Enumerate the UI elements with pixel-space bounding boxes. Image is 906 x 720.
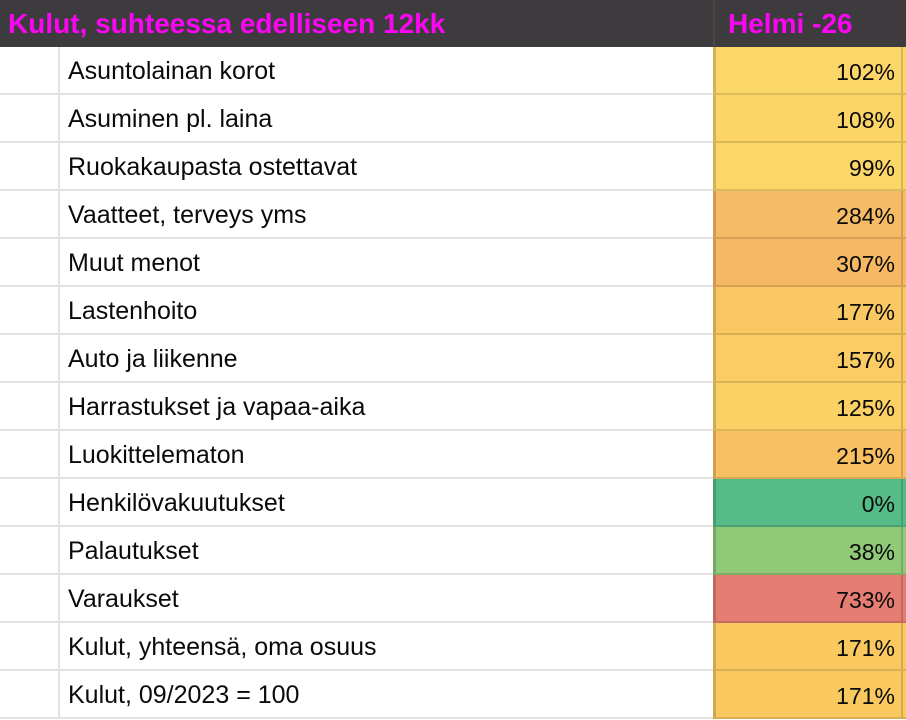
- table-body: Asuntolainan korot 102% Asuminen pl. lai…: [0, 47, 906, 719]
- table-header-row: Kulut, suhteessa edelliseen 12kk Helmi -…: [0, 0, 906, 47]
- row-value-cell[interactable]: 157%: [713, 335, 906, 383]
- row-header-cell[interactable]: [0, 143, 60, 191]
- row-label: Kulut, yhteensä, oma osuus: [68, 633, 377, 661]
- table-row: Palautukset 38%: [0, 527, 906, 575]
- table-row: Muut menot 307%: [0, 239, 906, 287]
- row-value-cell[interactable]: 171%: [713, 671, 906, 719]
- row-value-cell[interactable]: 733%: [713, 575, 906, 623]
- row-value: 171%: [836, 683, 895, 709]
- row-value: 307%: [836, 251, 895, 277]
- row-label: Kulut, 09/2023 = 100: [68, 681, 300, 709]
- row-value: 0%: [861, 491, 895, 517]
- row-header-cell[interactable]: [0, 335, 60, 383]
- table-title-cell[interactable]: Kulut, suhteessa edelliseen 12kk: [8, 7, 446, 39]
- category-label-cell[interactable]: Lastenhoito: [60, 287, 713, 335]
- category-label-cell[interactable]: Auto ja liikenne: [60, 335, 713, 383]
- row-value-cell[interactable]: 171%: [713, 623, 906, 671]
- row-value-cell[interactable]: 102%: [713, 47, 906, 95]
- table-row: Vaatteet, terveys yms 284%: [0, 191, 906, 239]
- category-label-cell[interactable]: Harrastukset ja vapaa-aika: [60, 383, 713, 431]
- row-label: Harrastukset ja vapaa-aika: [68, 393, 366, 421]
- row-value: 284%: [836, 203, 895, 229]
- row-value-cell[interactable]: 125%: [713, 383, 906, 431]
- row-header-cell[interactable]: [0, 95, 60, 143]
- category-label-cell[interactable]: Henkilövakuutukset: [60, 479, 713, 527]
- row-header-cell[interactable]: [0, 623, 60, 671]
- category-label-cell[interactable]: Palautukset: [60, 527, 713, 575]
- row-value-cell[interactable]: 177%: [713, 287, 906, 335]
- row-value: 38%: [848, 539, 895, 565]
- row-label: Muut menot: [68, 249, 201, 277]
- row-value: 733%: [836, 587, 895, 613]
- category-label-cell[interactable]: Asuminen pl. laina: [60, 95, 713, 143]
- table-row: Auto ja liikenne 157%: [0, 335, 906, 383]
- row-label: Asuntolainan korot: [68, 57, 276, 85]
- category-label-cell[interactable]: Kulut, yhteensä, oma osuus: [60, 623, 713, 671]
- row-label: Lastenhoito: [68, 297, 198, 325]
- category-label-cell[interactable]: Varaukset: [60, 575, 713, 623]
- table-row: Luokittelematon 215%: [0, 431, 906, 479]
- table-row: Kulut, 09/2023 = 100 171%: [0, 671, 906, 719]
- row-header-cell[interactable]: [0, 239, 60, 287]
- row-label: Varaukset: [68, 585, 179, 613]
- row-value-cell[interactable]: 99%: [713, 143, 906, 191]
- row-value: 171%: [836, 635, 895, 661]
- row-header-cell[interactable]: [0, 287, 60, 335]
- table-row: Henkilövakuutukset 0%: [0, 479, 906, 527]
- row-label: Auto ja liikenne: [68, 345, 238, 373]
- row-label: Ruokakaupasta ostettavat: [68, 153, 358, 181]
- category-label-cell[interactable]: Kulut, 09/2023 = 100: [60, 671, 713, 719]
- row-label: Henkilövakuutukset: [68, 489, 285, 517]
- row-header-cell[interactable]: [0, 479, 60, 527]
- row-value-cell[interactable]: 38%: [713, 527, 906, 575]
- row-value: 125%: [836, 395, 895, 421]
- table-row: Varaukset 733%: [0, 575, 906, 623]
- category-label-cell[interactable]: Luokittelematon: [60, 431, 713, 479]
- row-header-cell[interactable]: [0, 671, 60, 719]
- row-header-cell[interactable]: [0, 191, 60, 239]
- table-row: Ruokakaupasta ostettavat 99%: [0, 143, 906, 191]
- row-value: 215%: [836, 443, 895, 469]
- row-value-cell[interactable]: 108%: [713, 95, 906, 143]
- table-row: Asuntolainan korot 102%: [0, 47, 906, 95]
- row-header-cell[interactable]: [0, 383, 60, 431]
- row-label: Palautukset: [68, 537, 199, 565]
- period-header-cell[interactable]: Helmi -26: [713, 0, 906, 47]
- category-label-cell[interactable]: Ruokakaupasta ostettavat: [60, 143, 713, 191]
- row-header-cell[interactable]: [0, 47, 60, 95]
- category-label-cell[interactable]: Muut menot: [60, 239, 713, 287]
- row-value: 157%: [836, 347, 895, 373]
- row-value-cell[interactable]: 215%: [713, 431, 906, 479]
- row-label: Luokittelematon: [68, 441, 245, 469]
- row-value-cell[interactable]: 284%: [713, 191, 906, 239]
- category-label-cell[interactable]: Asuntolainan korot: [60, 47, 713, 95]
- category-label-cell[interactable]: Vaatteet, terveys yms: [60, 191, 713, 239]
- row-value-cell[interactable]: 307%: [713, 239, 906, 287]
- row-value: 177%: [836, 299, 895, 325]
- row-header-cell[interactable]: [0, 431, 60, 479]
- table-row: Asuminen pl. laina 108%: [0, 95, 906, 143]
- row-value: 99%: [848, 155, 895, 181]
- row-header-cell[interactable]: [0, 527, 60, 575]
- row-value-cell[interactable]: 0%: [713, 479, 906, 527]
- row-header-cell[interactable]: [0, 575, 60, 623]
- row-value: 102%: [836, 59, 895, 85]
- row-value: 108%: [836, 107, 895, 133]
- table-row: Harrastukset ja vapaa-aika 125%: [0, 383, 906, 431]
- row-label: Asuminen pl. laina: [68, 105, 273, 133]
- table-row: Kulut, yhteensä, oma osuus 171%: [0, 623, 906, 671]
- row-label: Vaatteet, terveys yms: [68, 201, 307, 229]
- table-row: Lastenhoito 177%: [0, 287, 906, 335]
